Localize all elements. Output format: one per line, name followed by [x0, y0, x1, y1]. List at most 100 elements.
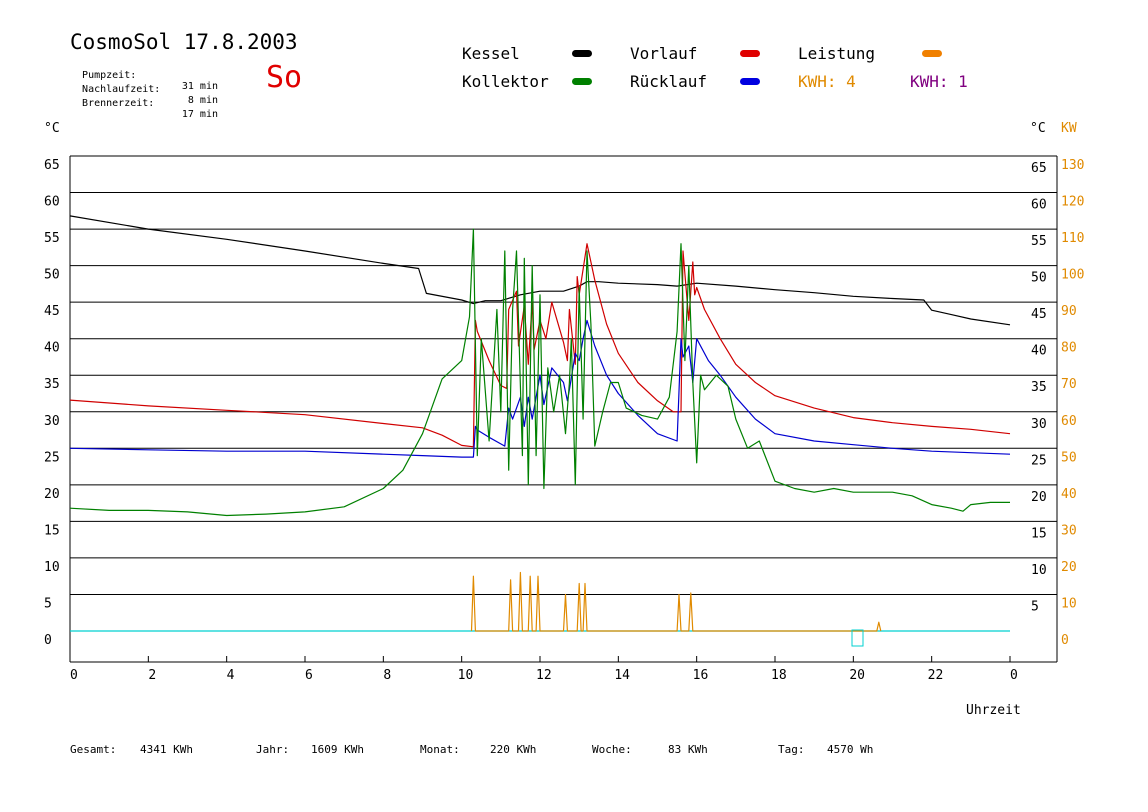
info-value: 8 min — [187, 95, 218, 106]
legend-ruecklauf-label: Rücklauf — [630, 72, 708, 91]
y-tick-label: 50 — [44, 268, 60, 283]
x-tick-label: 18 — [771, 668, 787, 683]
y-tick-label: 55 — [44, 231, 60, 246]
y-tick-label: 45 — [44, 304, 60, 319]
legend-kwh-solar: KWH: 4 — [798, 72, 856, 91]
legend-kwh-burner: KWH: 1 — [910, 72, 968, 91]
total-woche-label: Woche: — [592, 743, 632, 756]
y2-tick-label: 10 — [1061, 596, 1077, 611]
legend-leistung-swatch — [922, 50, 942, 57]
total-gesamt-label: Gesamt: — [70, 743, 117, 756]
x-tick-label: 4 — [227, 668, 235, 683]
series-kollektor-line — [69, 228, 1010, 517]
x-tick-label: 12 — [536, 668, 552, 683]
chart-title: CosmoSol 17.8.2003 — [70, 30, 298, 54]
series-rcklauf-line — [69, 319, 1011, 458]
y2-tick-label: 50 — [1061, 450, 1077, 465]
y-right-tick-label: 60 — [1031, 198, 1047, 213]
y-right-tick-label: 5 — [1031, 599, 1039, 614]
y-tick-label: 5 — [44, 596, 52, 611]
info-row-brennerzeit: Brennerzeit: 17 min — [70, 87, 218, 120]
x-tick-label: 2 — [148, 668, 156, 683]
y2-tick-label: 130 — [1061, 158, 1084, 173]
series-vorlauf-line — [69, 243, 1011, 448]
y-right-tick-label: 30 — [1031, 417, 1047, 432]
total-jahr-label: Jahr: — [256, 743, 290, 756]
info-row-pumpzeit: Pumpzeit: 31 min — [70, 59, 218, 92]
y-tick-label: 40 — [44, 341, 60, 356]
total-tag-label: Tag: — [778, 743, 805, 756]
series-lines — [69, 215, 1011, 632]
x-tick-label: 22 — [928, 668, 944, 683]
y-tick-label: 65 — [44, 158, 60, 173]
y-right-tick-label: 15 — [1031, 526, 1047, 541]
y-right-tick-label: 50 — [1031, 271, 1047, 286]
y2-tick-label: 30 — [1061, 523, 1077, 538]
total-gesamt-value: 4341 KWh — [140, 743, 193, 756]
legend-kollektor-swatch — [572, 78, 592, 85]
y-tick-label: 15 — [44, 523, 60, 538]
y-tick-label: 0 — [44, 633, 52, 648]
total-tag-value: 4570 Wh — [827, 743, 874, 756]
x-tick-label: 10 — [458, 668, 474, 683]
left-axis-unit: °C — [44, 121, 60, 136]
x-tick-label: 0 — [1010, 668, 1018, 683]
y-tick-label: 10 — [44, 560, 60, 575]
total-jahr-value: 1609 KWh — [311, 743, 364, 756]
y2-tick-label: 100 — [1061, 268, 1084, 283]
legend-leistung-label: Leistung — [798, 44, 876, 63]
y2-tick-label: 70 — [1061, 377, 1077, 392]
y-right-tick-label: 20 — [1031, 490, 1047, 505]
y2-tick-label: 20 — [1061, 560, 1077, 575]
x-tick-label: 6 — [305, 668, 313, 683]
series-leistung-line — [470, 571, 882, 632]
x-tick-label: 8 — [383, 668, 391, 683]
y-right-tick-label: 40 — [1031, 344, 1047, 359]
info-label: Pumpzeit: — [82, 70, 137, 81]
right-axis-unit-kw: KW — [1061, 121, 1077, 136]
series-kessel-line — [69, 215, 1011, 326]
info-label: Brennerzeit: — [82, 98, 155, 109]
right-axis-unit-celsius: °C — [1030, 121, 1046, 136]
total-monat-value: 220 KWh — [490, 743, 537, 756]
y2-tick-label: 60 — [1061, 414, 1077, 429]
x-tick-label: 20 — [849, 668, 865, 683]
y2-tick-label: 90 — [1061, 304, 1077, 319]
legend-vorlauf-label: Vorlauf — [630, 44, 698, 63]
y-right-tick-label: 35 — [1031, 380, 1047, 395]
y-tick-label: 60 — [44, 195, 60, 210]
current-time-marker — [851, 629, 864, 647]
y-tick-label: 20 — [44, 487, 60, 502]
y-right-tick-label: 45 — [1031, 307, 1047, 322]
total-monat-label: Monat: — [420, 743, 460, 756]
x-tick-label: 16 — [693, 668, 709, 683]
y2-tick-label: 80 — [1061, 341, 1077, 356]
legend-ruecklauf-swatch — [740, 78, 760, 85]
x-tick-label: 0 — [70, 668, 78, 683]
x-tick-label: 14 — [614, 668, 630, 683]
legend-kessel-swatch — [572, 50, 592, 57]
y-tick-label: 35 — [44, 377, 60, 392]
info-label: Nachlaufzeit: — [82, 84, 161, 95]
x-axis-label: Uhrzeit — [966, 703, 1021, 718]
info-row-nachlaufzeit: Nachlaufzeit: 8 min — [70, 73, 218, 106]
weekday-label: So — [266, 60, 303, 95]
y-right-tick-label: 10 — [1031, 563, 1047, 578]
info-value: 31 min — [181, 81, 218, 92]
total-woche-value: 83 KWh — [668, 743, 708, 756]
y-tick-label: 25 — [44, 450, 60, 465]
y2-tick-label: 110 — [1061, 231, 1084, 246]
y2-tick-label: 0 — [1061, 633, 1069, 648]
y-right-tick-label: 55 — [1031, 234, 1047, 249]
y-right-tick-label: 65 — [1031, 161, 1047, 176]
y-tick-label: 30 — [44, 414, 60, 429]
y2-tick-label: 40 — [1061, 487, 1077, 502]
legend-kollektor-label: Kollektor — [462, 72, 549, 91]
info-value: 17 min — [181, 109, 218, 120]
y2-tick-label: 120 — [1061, 195, 1084, 210]
y-right-tick-label: 25 — [1031, 453, 1047, 468]
grid-lines — [70, 155, 1057, 595]
legend-kessel-label: Kessel — [462, 44, 520, 63]
